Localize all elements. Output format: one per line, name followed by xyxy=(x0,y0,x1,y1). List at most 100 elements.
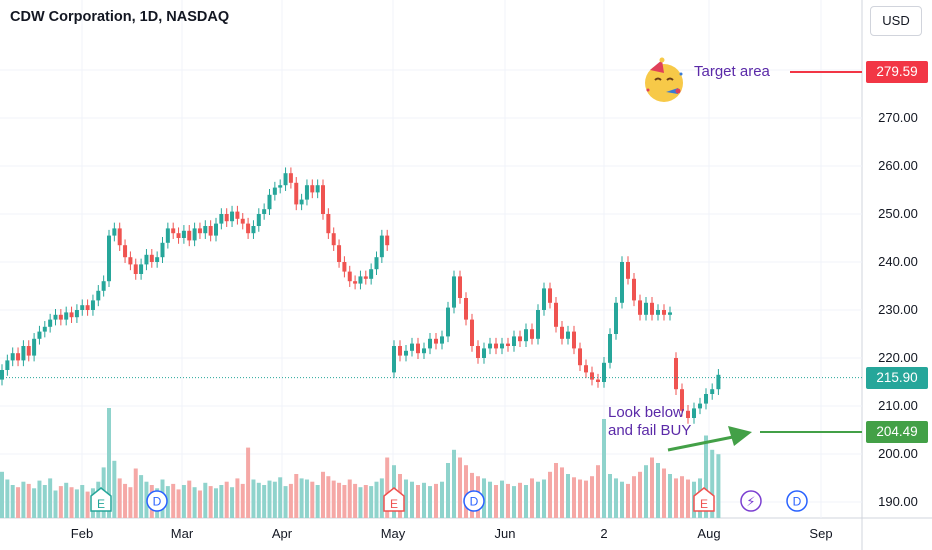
candle-body xyxy=(283,173,288,186)
candle-body xyxy=(171,228,176,234)
volume-bar xyxy=(590,476,594,518)
volume-bar xyxy=(181,485,186,518)
earnings-letter: E xyxy=(700,497,708,511)
candle-body xyxy=(680,389,684,411)
candle-body xyxy=(353,281,358,284)
volume-bar xyxy=(656,463,660,518)
volume-bar xyxy=(554,463,558,518)
price-tick-label: 260.00 xyxy=(878,158,918,173)
buy-text-line2: and fail BUY xyxy=(608,422,692,439)
candle-body xyxy=(203,226,208,234)
currency-button[interactable]: USD xyxy=(870,6,922,36)
volume-bar xyxy=(566,474,570,518)
volume-bar xyxy=(256,482,261,518)
candle-body xyxy=(128,257,133,265)
candle-body xyxy=(428,338,432,349)
volume-bar xyxy=(494,485,498,518)
event-marker-earnings[interactable]: E xyxy=(693,487,715,512)
volume-bar xyxy=(668,474,672,518)
candle-body xyxy=(452,276,456,308)
volume-bar xyxy=(422,482,426,518)
target-area-text: Target area xyxy=(694,63,770,80)
candle-body xyxy=(149,254,154,262)
candle-body xyxy=(288,173,293,183)
volume-bar xyxy=(208,486,213,518)
event-marker-earnings[interactable]: E xyxy=(90,487,112,512)
volume-bar xyxy=(584,480,588,518)
candle-body xyxy=(224,214,229,222)
candle-body xyxy=(133,264,138,274)
price-tick-label: 200.00 xyxy=(878,446,918,461)
volume-bar xyxy=(416,485,420,518)
volume-bar xyxy=(363,485,368,518)
earnings-letter: E xyxy=(97,497,105,511)
candle-body xyxy=(363,276,368,279)
candle-body xyxy=(272,187,277,195)
volume-bar xyxy=(107,408,111,518)
candle-body xyxy=(58,314,63,320)
candle-body xyxy=(0,370,4,380)
earnings-letter: E xyxy=(390,497,398,511)
event-marker-split-lightning[interactable]: ⚡ xyxy=(740,490,762,512)
candle-body xyxy=(506,343,510,346)
candle-body xyxy=(155,257,160,262)
candle-body xyxy=(256,214,261,226)
volume-bar xyxy=(596,465,600,518)
candle-body xyxy=(369,269,374,279)
candle-body xyxy=(668,312,672,315)
buy-arrow-head xyxy=(728,426,752,446)
volume-bar xyxy=(321,471,325,518)
event-marker-dividend[interactable]: D xyxy=(463,490,485,512)
candle-body xyxy=(416,343,420,354)
candle-body xyxy=(656,310,660,315)
volume-bar xyxy=(524,485,528,518)
candle-body xyxy=(470,319,474,346)
volume-bar xyxy=(219,485,224,518)
volume-bar xyxy=(452,449,456,518)
candle-body xyxy=(620,262,624,303)
candle-body xyxy=(240,218,245,224)
volume-bar xyxy=(506,483,510,518)
candle-body xyxy=(698,403,702,409)
candle-body xyxy=(42,326,47,332)
volume-bar xyxy=(331,480,336,518)
volume-bar xyxy=(42,485,47,518)
event-markers: E D E D E ⚡ D xyxy=(90,487,808,512)
volume-bar xyxy=(123,483,128,518)
candle-body xyxy=(488,343,492,349)
volume-bar xyxy=(518,482,522,518)
earnings-icon xyxy=(90,487,112,512)
lightning-glyph: ⚡ xyxy=(746,495,755,510)
candle-body xyxy=(64,312,69,320)
candle-body xyxy=(542,288,546,310)
candle-body xyxy=(374,257,379,270)
candle-body xyxy=(548,288,552,303)
volume-bar xyxy=(85,491,90,518)
event-marker-dividend[interactable]: D xyxy=(146,490,168,512)
event-marker-dividend[interactable]: D xyxy=(786,490,808,512)
volume-bar xyxy=(0,471,4,518)
candle-body xyxy=(117,228,122,246)
event-marker-earnings[interactable]: E xyxy=(383,487,405,512)
earnings-icon xyxy=(383,487,405,512)
volume-bar xyxy=(385,457,390,518)
volume-bar xyxy=(21,481,26,518)
candle-body xyxy=(278,185,283,188)
candle-body xyxy=(662,310,666,315)
candle-body xyxy=(160,242,165,258)
volume-bar xyxy=(488,481,492,518)
candle-body xyxy=(32,338,37,356)
candle-body xyxy=(524,329,528,342)
candle-body xyxy=(304,185,309,200)
candle-body xyxy=(560,326,564,339)
price-tick-label: 210.00 xyxy=(878,398,918,413)
candle-body xyxy=(536,310,540,339)
candle-body xyxy=(251,226,256,234)
candle-body xyxy=(347,271,352,282)
candle-body xyxy=(476,346,480,358)
volume-bar xyxy=(379,478,384,518)
volume-bar xyxy=(464,465,468,518)
time-tick-label: Apr xyxy=(271,526,293,541)
